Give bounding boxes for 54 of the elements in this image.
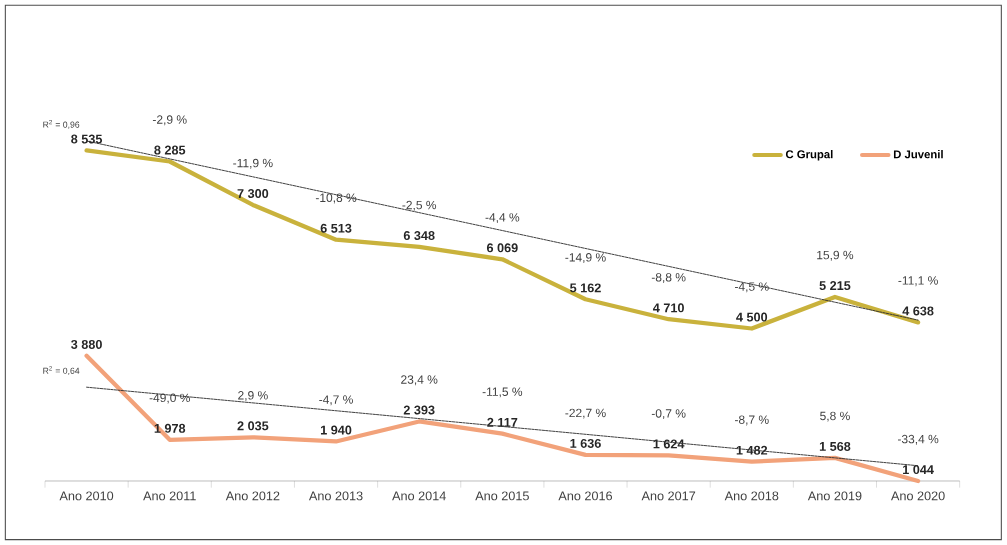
annotation: 5,8 % <box>820 411 850 422</box>
annotation: R$^{2}$ = 0,64 <box>43 366 80 375</box>
data-label: 4 710 <box>652 303 684 313</box>
data-label: 4 500 <box>736 312 768 322</box>
text: -2,9 % <box>152 115 187 126</box>
x-tick-label: Ano 2013 <box>308 491 363 501</box>
data-label: 1 636 <box>570 438 601 448</box>
x-tick-label: Ano 2015 <box>475 491 529 501</box>
data-label: 1 624 <box>653 439 685 449</box>
data-label: 5 162 <box>570 283 601 293</box>
data-label: 8 285 <box>154 145 186 155</box>
data-label: 2 035 <box>237 421 269 431</box>
x-tick-label: Ano 2019 <box>807 491 862 501</box>
annotation: -8,8 % <box>651 273 686 283</box>
x-tick-label: Ano 2017 <box>641 491 696 501</box>
data-label: 2 393 <box>403 405 435 415</box>
x-tick-label: Ano 2016 <box>558 491 613 501</box>
x-tick-label: Ano 2018 <box>724 491 779 501</box>
data-label: 1 568 <box>819 441 851 451</box>
annotation: 2,9 % <box>238 391 268 401</box>
annotation: -4,7 % <box>319 395 353 406</box>
annotation: -22,7 % <box>565 408 606 419</box>
data-label: 6 348 <box>403 231 435 241</box>
annotation: -11,5 % <box>482 387 523 398</box>
data-label: 1 940 <box>320 425 352 435</box>
annotation: -4,4 % <box>485 213 520 223</box>
annotation: -14,9 % <box>565 253 606 264</box>
text: R$^{2}$ = 0,96 <box>43 120 80 129</box>
annotation: -2,5 % <box>402 200 437 211</box>
data-label: 7 300 <box>237 189 269 199</box>
annotation: -8,7 % <box>734 415 769 426</box>
data-label: 1 044 <box>903 465 934 475</box>
x-tick-label: Ano 2011 <box>143 491 196 501</box>
data-label: 6 069 <box>486 243 518 253</box>
legend-label: C Grupal <box>785 149 833 161</box>
data-label: 2 117 <box>487 417 518 427</box>
annotation: -0,7 % <box>651 409 686 420</box>
data-label: 1 978 <box>154 423 186 433</box>
data-label: 1 482 <box>736 445 768 455</box>
data-label: 6 513 <box>320 223 352 233</box>
x-tick-label: Ano 2020 <box>890 491 945 501</box>
x-tick-label: Ano 2010 <box>59 491 114 501</box>
annotation: 15,9 % <box>817 250 854 261</box>
annotation: 23,4 % <box>401 375 438 386</box>
data-label: 4 638 <box>902 306 934 316</box>
data-label: 3 880 <box>71 339 102 349</box>
annotation: -11,9 % <box>233 158 273 169</box>
annotation: -11,1 % <box>898 276 938 287</box>
x-tick-label: Ano 2014 <box>392 491 446 501</box>
legend-label: D Juvenil <box>893 149 943 159</box>
data-label: 5 215 <box>819 281 851 291</box>
annotation: -33,4 % <box>897 434 939 445</box>
x-tick-label: Ano 2012 <box>225 491 280 501</box>
data-label: 8 535 <box>71 134 103 144</box>
